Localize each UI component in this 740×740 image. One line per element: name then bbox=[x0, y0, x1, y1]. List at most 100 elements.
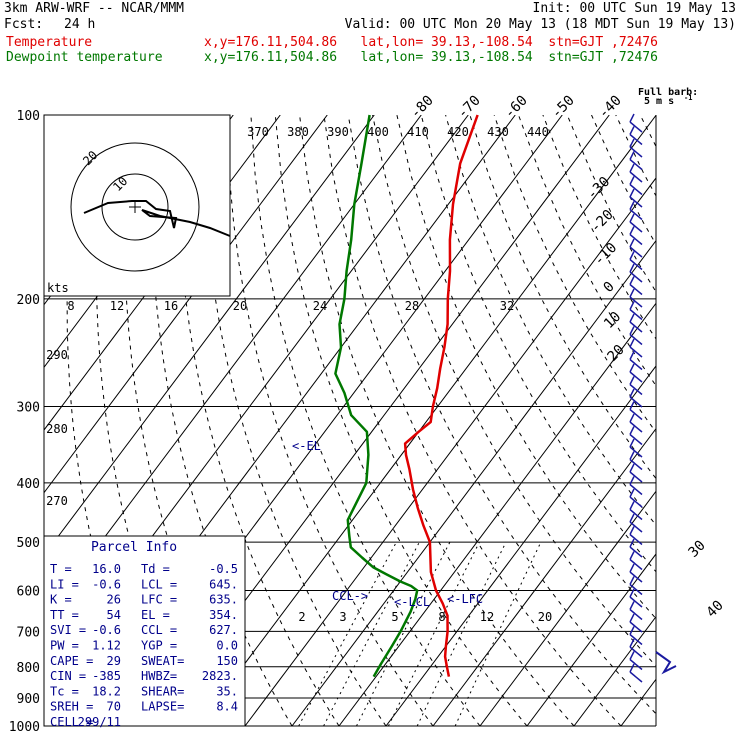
pressure-tick-label: 900 bbox=[17, 692, 40, 707]
hodograph-unit-label: kts bbox=[47, 281, 69, 295]
isotherm-line bbox=[620, 678, 656, 726]
wind-barb-flag bbox=[629, 113, 635, 123]
wind-barb-flag bbox=[629, 438, 635, 448]
wind-barb bbox=[629, 558, 643, 571]
parcel-info-label: CAPE = bbox=[50, 654, 93, 668]
legend-dewpoint-name: Dewpoint temperature bbox=[6, 50, 163, 65]
pressure-tick-label: 1000 bbox=[9, 720, 40, 735]
wind-barb bbox=[629, 233, 643, 246]
height-label: 270 bbox=[46, 494, 68, 508]
parcel-info-value: 26 bbox=[107, 593, 121, 607]
wind-barb-flag bbox=[629, 463, 635, 473]
height-label: 280 bbox=[46, 422, 68, 436]
dry-adiabat-line bbox=[420, 115, 656, 573]
wind-barb-flag bbox=[629, 288, 635, 298]
parcel-info-label: HWBZ= bbox=[141, 669, 177, 683]
wind-barb bbox=[629, 371, 643, 383]
wind-barb-flag bbox=[629, 201, 635, 210]
parcel-info-value: 1.12 bbox=[92, 639, 121, 653]
isotherm-line bbox=[338, 302, 656, 726]
dry-adiabat-line bbox=[274, 115, 528, 726]
dry-adiabat-line bbox=[347, 115, 656, 715]
wind-barb-flag bbox=[629, 413, 635, 423]
parcel-info-value: 8.4 bbox=[216, 700, 238, 714]
pressure-tick-label: 500 bbox=[17, 536, 40, 551]
wind-barb bbox=[629, 521, 643, 533]
wind-barb-flag bbox=[629, 176, 635, 185]
parcel-info-label: EL = bbox=[141, 608, 170, 622]
wind-barb bbox=[629, 471, 643, 483]
isotherm-line bbox=[244, 177, 656, 726]
wind-barb bbox=[629, 121, 643, 133]
el-marker: <-EL bbox=[292, 439, 321, 453]
isotherm-label: 0 bbox=[601, 279, 618, 296]
parcel-info-label: PW = bbox=[50, 639, 79, 653]
pressure-tick-label: 700 bbox=[17, 625, 40, 640]
wind-barb bbox=[629, 483, 643, 496]
wind-barb-flag bbox=[629, 126, 635, 135]
wind-barb bbox=[629, 296, 643, 308]
wind-barb-flag bbox=[629, 376, 635, 385]
temperature-line bbox=[403, 114, 479, 677]
hodograph-trace bbox=[83, 200, 231, 237]
mixing-ratio-label: 5 bbox=[391, 610, 398, 624]
isotherm-label: -60 bbox=[502, 93, 531, 122]
wind-barb-flag bbox=[629, 651, 635, 660]
parcel-info-box bbox=[43, 535, 246, 727]
valid-time: Valid: 00 UTC Mon 20 May 13 (18 MDT Sun … bbox=[344, 17, 736, 32]
parcel-info-label: LCL = bbox=[141, 577, 177, 591]
wind-barb-flag bbox=[629, 638, 635, 648]
wind-barb-flag bbox=[629, 226, 635, 235]
wind-barb bbox=[629, 421, 643, 433]
pressure-tick-label: 100 bbox=[17, 109, 40, 124]
isotherm-line bbox=[432, 427, 656, 726]
isotherm-line bbox=[291, 239, 656, 726]
wind-barb bbox=[629, 608, 643, 621]
mixing-ratio-label: 12 bbox=[480, 610, 494, 624]
dry-adiabat-line bbox=[469, 115, 656, 480]
wind-barb bbox=[629, 596, 643, 608]
wind-barb-flag bbox=[629, 513, 635, 523]
theta-e-label: 440 bbox=[527, 125, 549, 139]
wind-barb-flag bbox=[629, 338, 635, 348]
parcel-info-label: TT = bbox=[50, 608, 79, 622]
full-barb-unit-exp: -1 bbox=[684, 94, 692, 102]
isotherm-label: 10 bbox=[601, 309, 624, 332]
wind-barb-flag bbox=[629, 588, 635, 598]
pressure-tick-label: 200 bbox=[17, 293, 40, 308]
isotherm-label: 30 bbox=[686, 538, 709, 561]
dry-adiabat-line bbox=[566, 115, 656, 293]
dry-adiabat-line bbox=[591, 115, 656, 246]
wind-barb-flag bbox=[629, 326, 635, 335]
mixing-ratio-lines bbox=[298, 541, 542, 726]
isotherm-label: 40 bbox=[704, 598, 727, 621]
parcel-info-value: 2823. bbox=[202, 669, 238, 683]
forecast-label: Fcst: bbox=[4, 17, 44, 32]
wind-barb bbox=[629, 146, 643, 158]
wind-barb bbox=[629, 408, 643, 421]
wind-barb-flag bbox=[629, 526, 635, 535]
mixing-ratio-line bbox=[387, 541, 480, 726]
wind-barb bbox=[629, 321, 643, 333]
legend-dewpoint-info: x,y=176.11,504.86 lat,lon= 39.13,-108.54… bbox=[204, 50, 658, 65]
parcel-info-label: YGP = bbox=[141, 639, 177, 653]
wind-barb-flag bbox=[629, 626, 635, 635]
isotherm-label: -20 bbox=[588, 207, 617, 236]
wind-barb bbox=[629, 433, 643, 446]
parcel-info-value: 299/11 bbox=[78, 715, 121, 729]
parcel-info-title: Parcel Info bbox=[91, 540, 177, 555]
wind-barb bbox=[629, 658, 643, 671]
mixing-ratio-label: 24 bbox=[313, 299, 327, 313]
parcel-info-panel: Parcel Info T = 16.0 Td = -0.5 LI = -0.6 LCL = 6… bbox=[43, 535, 246, 729]
wind-barb bbox=[629, 383, 643, 396]
wind-barb bbox=[629, 546, 643, 558]
height-label: 290 bbox=[46, 348, 68, 362]
dry-adiabat-line bbox=[396, 115, 656, 620]
mixing-ratio-label: 20 bbox=[233, 299, 247, 313]
wind-barbs bbox=[629, 113, 677, 683]
wind-barb-flag bbox=[629, 263, 635, 273]
parcel-info-value: -0.6 bbox=[92, 577, 121, 591]
wind-barb-flag bbox=[629, 613, 635, 623]
wind-barb bbox=[655, 651, 677, 675]
wind-barb bbox=[629, 633, 643, 646]
